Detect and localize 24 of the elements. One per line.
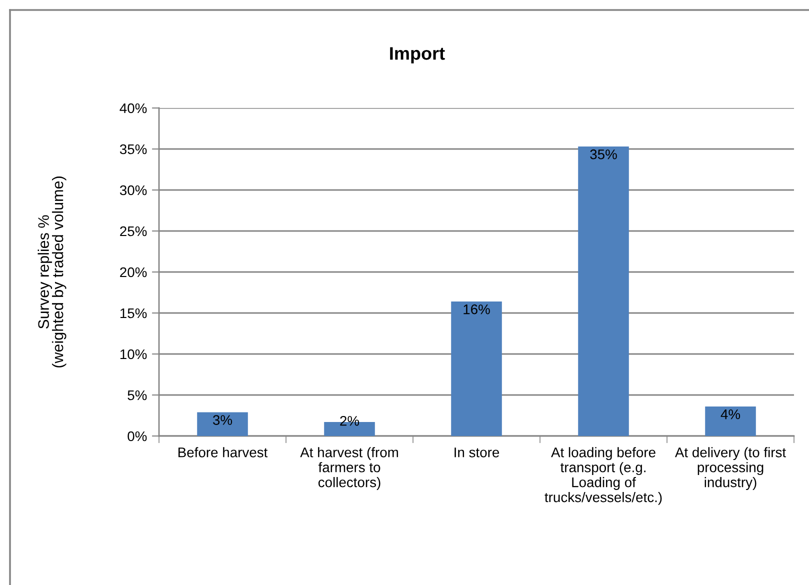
x-tick-label: In store	[454, 448, 500, 458]
y-tick-label: 25%	[120, 226, 147, 236]
x-tick-label: At harvest (from farmers to collectors)	[300, 447, 398, 490]
y-tick-label: 20%	[120, 267, 147, 278]
y-tick-label: 30%	[120, 185, 147, 196]
x-tick-label: Before harvest	[178, 447, 268, 458]
data-label: 16%	[464, 304, 490, 314]
y-axis-title: Survey replies % (weighted by traded volume)	[38, 176, 66, 368]
y-tick-label: 40%	[120, 103, 147, 114]
data-label: 35%	[590, 149, 617, 160]
y-tick-label: 35%	[120, 144, 147, 154]
bar	[578, 146, 629, 436]
data-label: 3%	[212, 415, 232, 425]
bar	[705, 406, 756, 436]
x-tick-label: At delivery (to first processing industry)	[674, 447, 786, 490]
chart-title: Import	[390, 47, 445, 64]
data-label: 4%	[720, 409, 740, 420]
bar	[451, 302, 502, 436]
y-tick-label: 0%	[128, 431, 147, 442]
y-tick-label: 15%	[120, 308, 147, 318]
y-tick-label: 5%	[128, 390, 147, 400]
y-tick-label: 10%	[120, 349, 147, 360]
bar	[197, 412, 248, 436]
x-tick-label: At loading before transport (e.g. Loading of trucks/vessels/etc.)	[544, 447, 662, 505]
